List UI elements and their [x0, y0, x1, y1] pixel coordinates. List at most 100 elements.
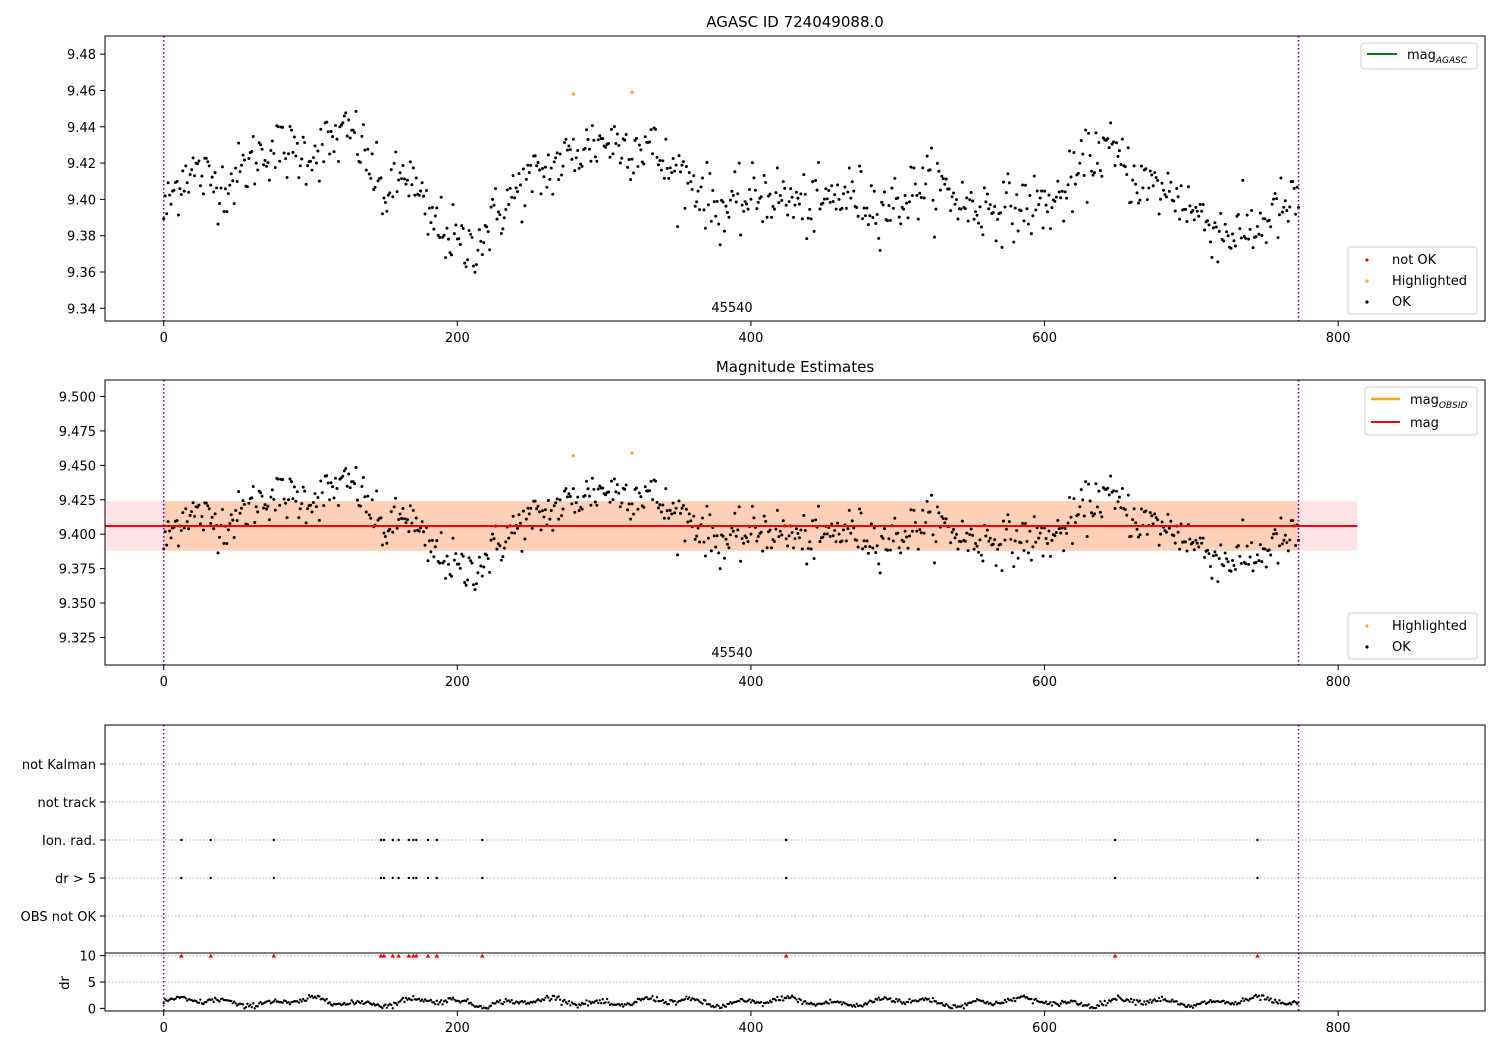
ok-point [919, 195, 923, 199]
ok-point [504, 540, 508, 544]
flag-points [180, 838, 1259, 880]
ok-point [1047, 529, 1051, 533]
dr-point [1014, 999, 1017, 1003]
ok-point [165, 212, 169, 216]
dr-point [1234, 1000, 1237, 1004]
ok-point [1153, 171, 1157, 175]
ok-point [703, 226, 707, 230]
dr-point [1269, 997, 1272, 1000]
ok-point [207, 164, 211, 168]
ok-point [869, 522, 873, 526]
ok-point [361, 123, 365, 127]
dr-point [395, 1003, 399, 1007]
ok-point [614, 490, 618, 494]
ok-point [634, 486, 638, 490]
ok-point [1131, 178, 1135, 182]
ok-point [442, 233, 446, 237]
dr-high-marker [378, 953, 384, 958]
ok-point [316, 149, 320, 153]
ok-point [426, 232, 430, 236]
ok-point [1230, 232, 1234, 236]
dr-y-tick-label: 10 [79, 950, 96, 965]
ok-point [530, 190, 534, 194]
x-tick-label: 400 [739, 1021, 764, 1036]
flag-point [1256, 876, 1259, 880]
ok-point [702, 208, 706, 212]
dr-point [592, 1001, 596, 1004]
ok-point [184, 164, 188, 168]
ok-point [1283, 533, 1287, 537]
ok-point [322, 504, 326, 508]
dr-point [390, 1003, 393, 1007]
ok-point [1007, 181, 1011, 185]
ok-point [1217, 556, 1221, 560]
y-tick-label: 9.350 [59, 597, 96, 612]
ok-point [402, 517, 406, 521]
ok-point [1031, 545, 1035, 549]
ok-point [755, 539, 759, 543]
ok-point [1013, 539, 1017, 543]
ok-point [863, 214, 867, 218]
flag-point [209, 876, 212, 880]
ok-point [706, 203, 710, 207]
ok-point [461, 554, 465, 558]
ok-point [281, 125, 285, 129]
ok-point [956, 217, 960, 221]
ok-point [871, 216, 875, 220]
dr-point [1124, 999, 1127, 1003]
dr-point [714, 1005, 717, 1008]
flag-point [481, 838, 484, 842]
ok-point [469, 232, 473, 236]
ok-point [902, 540, 906, 544]
ok-point [404, 182, 408, 186]
ok-point [389, 510, 393, 514]
ok-point [1160, 520, 1164, 524]
dr-point [950, 1007, 954, 1010]
ok-point [734, 534, 738, 538]
ok-point [601, 486, 605, 490]
ok-point [756, 200, 760, 204]
dr-high-marker [271, 953, 277, 958]
ok-point [342, 114, 346, 118]
dr-point [194, 999, 198, 1003]
panel2-line-legend: magOBSID mag [1364, 386, 1478, 436]
ok-point [546, 498, 550, 502]
ok-point [389, 168, 393, 172]
ok-point [201, 528, 205, 532]
ok-point [825, 532, 829, 536]
ok-point [705, 160, 709, 164]
ok-point [978, 205, 982, 209]
dr-point [922, 998, 926, 1002]
ok-point [530, 526, 534, 530]
ok-point [891, 206, 895, 210]
ok-point [617, 143, 621, 147]
ok-point [193, 174, 197, 178]
ok-point [906, 546, 910, 550]
ok-point [425, 189, 429, 193]
ok-point [486, 230, 490, 234]
ok-point [339, 123, 343, 127]
dr-point [288, 1002, 292, 1006]
ok-point [278, 503, 282, 507]
ok-point [991, 542, 995, 546]
ok-point [234, 508, 238, 512]
flag-point [1256, 838, 1259, 842]
ok-point [1188, 204, 1192, 208]
ok-point [1113, 163, 1117, 167]
ok-point [577, 166, 581, 170]
ok-point [965, 196, 969, 200]
ok-point [693, 204, 697, 208]
panel2-frame [104, 379, 1486, 666]
ok-point [545, 185, 549, 189]
dr-point [696, 998, 700, 1002]
y-tick-label: 9.48 [67, 48, 96, 63]
ok-point [1276, 236, 1280, 240]
ok-point [696, 189, 700, 193]
dr-point [1259, 998, 1262, 1002]
ok-point [1241, 518, 1245, 522]
ok-point [492, 537, 496, 541]
dr-point [429, 998, 433, 1002]
ok-point [469, 559, 473, 563]
dr-point [351, 1001, 355, 1004]
ok-point [1090, 169, 1094, 173]
